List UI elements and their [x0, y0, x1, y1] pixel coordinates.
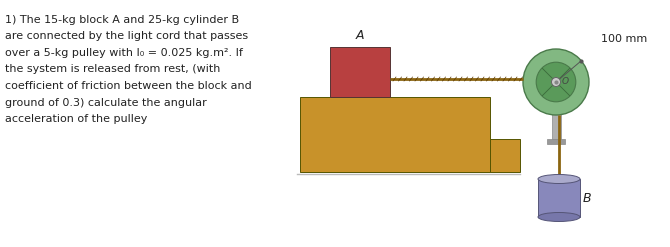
Circle shape — [551, 78, 561, 86]
Text: ground of 0.3) calculate the angular: ground of 0.3) calculate the angular — [5, 98, 207, 107]
Text: coefficient of friction between the block and: coefficient of friction between the bloc… — [5, 81, 252, 91]
Bar — [547, 139, 565, 144]
Bar — [538, 179, 580, 217]
Bar — [330, 47, 390, 97]
Bar — [300, 97, 490, 172]
Circle shape — [536, 62, 576, 102]
Text: 1) The 15-kg block A and 25-kg cylinder B: 1) The 15-kg block A and 25-kg cylinder … — [5, 15, 239, 25]
Circle shape — [523, 49, 589, 115]
Text: are connected by the light cord that passes: are connected by the light cord that pas… — [5, 32, 248, 41]
Bar — [490, 139, 520, 172]
Text: acceleration of the pulley: acceleration of the pulley — [5, 114, 147, 124]
Text: 100 mm: 100 mm — [601, 34, 647, 44]
Text: B: B — [583, 191, 592, 205]
Ellipse shape — [538, 212, 580, 222]
Text: A: A — [356, 29, 364, 42]
Text: O: O — [562, 78, 569, 86]
Ellipse shape — [538, 174, 580, 184]
Bar — [551, 87, 561, 139]
Text: over a 5-kg pulley with I₀ = 0.025 kg.m². If: over a 5-kg pulley with I₀ = 0.025 kg.m²… — [5, 48, 243, 58]
Text: the system is released from rest, (with: the system is released from rest, (with — [5, 64, 220, 75]
